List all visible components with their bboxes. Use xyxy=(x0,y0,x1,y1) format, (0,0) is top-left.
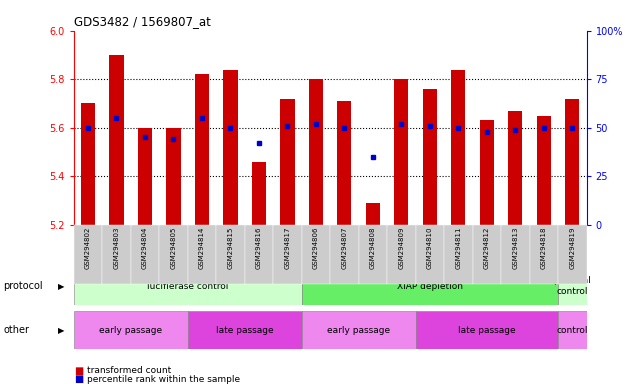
Text: transformed count: transformed count xyxy=(87,366,171,375)
Bar xyxy=(558,267,587,305)
Text: GSM294817: GSM294817 xyxy=(285,227,290,269)
Bar xyxy=(223,70,238,225)
Text: GSM294809: GSM294809 xyxy=(398,227,404,269)
Text: GSM294813: GSM294813 xyxy=(512,227,519,269)
Bar xyxy=(74,267,302,305)
Text: lucifierase control: lucifierase control xyxy=(147,281,228,291)
Text: GSM294802: GSM294802 xyxy=(85,227,91,269)
Bar xyxy=(558,311,587,349)
Text: GSM294812: GSM294812 xyxy=(484,227,490,269)
Text: early passage: early passage xyxy=(327,326,390,335)
Text: protocol: protocol xyxy=(3,281,43,291)
Text: GSM294818: GSM294818 xyxy=(541,227,547,269)
Bar xyxy=(138,128,152,225)
Bar xyxy=(302,311,415,349)
Bar xyxy=(195,74,209,225)
Bar xyxy=(166,128,181,225)
Text: other: other xyxy=(3,325,29,335)
Bar xyxy=(81,103,95,225)
Bar xyxy=(415,311,558,349)
Bar xyxy=(74,311,188,349)
Text: ■: ■ xyxy=(74,374,83,384)
Text: GSM294816: GSM294816 xyxy=(256,227,262,269)
Text: GSM294806: GSM294806 xyxy=(313,227,319,269)
Text: percentile rank within the sample: percentile rank within the sample xyxy=(87,375,240,384)
Bar xyxy=(337,101,351,225)
Bar xyxy=(565,99,579,225)
Bar xyxy=(188,311,302,349)
Bar xyxy=(252,162,266,225)
Bar xyxy=(394,79,408,225)
Bar xyxy=(451,70,465,225)
Text: GSM294819: GSM294819 xyxy=(569,227,575,269)
Text: parental
control: parental control xyxy=(553,276,591,296)
Text: GSM294815: GSM294815 xyxy=(228,227,233,269)
Text: GSM294811: GSM294811 xyxy=(455,227,462,269)
Text: ▶: ▶ xyxy=(58,326,64,335)
Text: GSM294804: GSM294804 xyxy=(142,227,148,269)
Bar xyxy=(366,203,380,225)
Bar xyxy=(537,116,551,225)
Text: late passage: late passage xyxy=(216,326,274,335)
Text: early passage: early passage xyxy=(99,326,162,335)
Bar xyxy=(479,121,494,225)
Text: XIAP depletion: XIAP depletion xyxy=(397,281,463,291)
Text: GSM294814: GSM294814 xyxy=(199,227,205,269)
Text: GSM294810: GSM294810 xyxy=(427,227,433,269)
Bar xyxy=(110,55,124,225)
Bar xyxy=(280,99,294,225)
Text: GSM294803: GSM294803 xyxy=(113,227,119,269)
Text: ■: ■ xyxy=(74,366,83,376)
Bar xyxy=(302,267,558,305)
Bar xyxy=(422,89,437,225)
Text: late passage: late passage xyxy=(458,326,515,335)
Text: control: control xyxy=(556,326,588,335)
Bar xyxy=(309,79,323,225)
Text: GSM294808: GSM294808 xyxy=(370,227,376,269)
Text: ▶: ▶ xyxy=(58,281,64,291)
Text: GSM294805: GSM294805 xyxy=(171,227,176,269)
Text: GSM294807: GSM294807 xyxy=(342,227,347,269)
Bar xyxy=(508,111,522,225)
Text: GDS3482 / 1569807_at: GDS3482 / 1569807_at xyxy=(74,15,211,28)
